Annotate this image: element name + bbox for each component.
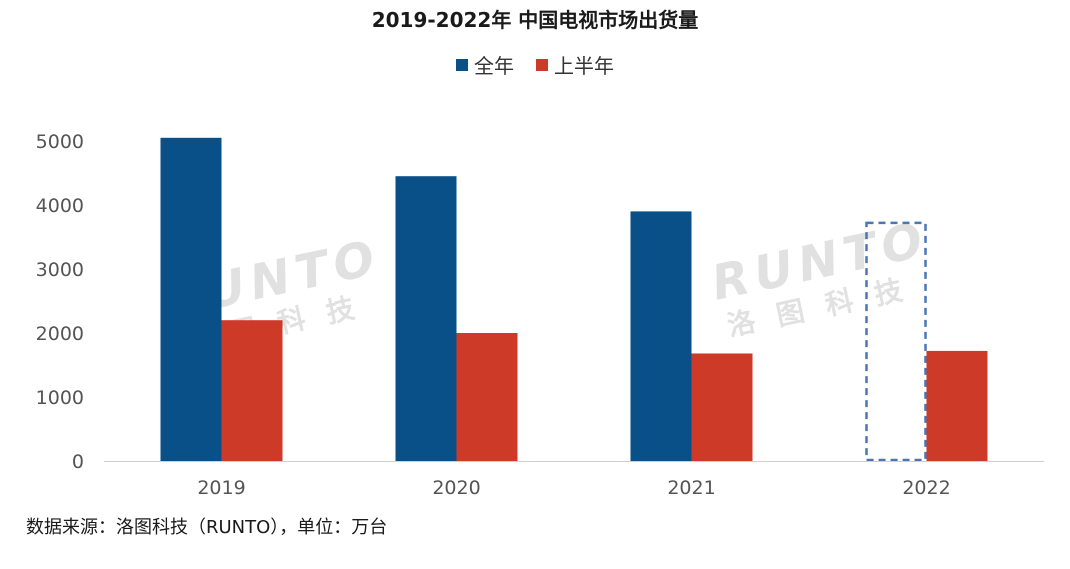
bar-half-year-2021 xyxy=(691,353,753,461)
y-tick-label: 5000 xyxy=(36,131,84,153)
bar-half-year-2019 xyxy=(221,320,283,461)
legend: 全年 上半年 xyxy=(0,50,1070,79)
bar-annual-2020 xyxy=(395,176,457,461)
legend-swatch-annual xyxy=(456,58,468,71)
bar-annual-forecast-2022 xyxy=(865,221,927,462)
y-tick-label: 3000 xyxy=(36,259,84,281)
chart-title: 2019-2022年 中国电视市场出货量 xyxy=(371,8,699,32)
legend-swatch-half-year xyxy=(536,58,548,71)
bar-annual-2021 xyxy=(630,211,692,461)
legend-item-annual: 全年 xyxy=(456,50,514,79)
legend-label-annual: 全年 xyxy=(474,54,514,78)
x-tick-label: 2022 xyxy=(902,477,950,499)
y-tick-label: 2000 xyxy=(36,323,84,345)
x-tick-label: 2021 xyxy=(667,477,715,499)
axes-group: 0 1000 2000 3000 4000 5000 2019 2020 2021 2022 xyxy=(36,131,1044,499)
bar-half-year-2020 xyxy=(456,333,518,461)
x-tick-label: 2019 xyxy=(197,477,245,499)
bar-half-year-2022 xyxy=(926,350,988,461)
y-tick-label: 0 xyxy=(72,451,84,473)
y-tick-label: 1000 xyxy=(36,387,84,409)
bars-group xyxy=(160,137,988,462)
x-tick-label: 2020 xyxy=(432,477,480,499)
y-tick-label: 4000 xyxy=(36,195,84,217)
legend-label-half-year: 上半年 xyxy=(554,54,614,78)
source-note: 数据来源：洛图科技（RUNTO），单位：万台 xyxy=(26,517,388,538)
bar-annual-2019 xyxy=(160,137,222,462)
legend-item-half-year: 上半年 xyxy=(536,50,614,79)
